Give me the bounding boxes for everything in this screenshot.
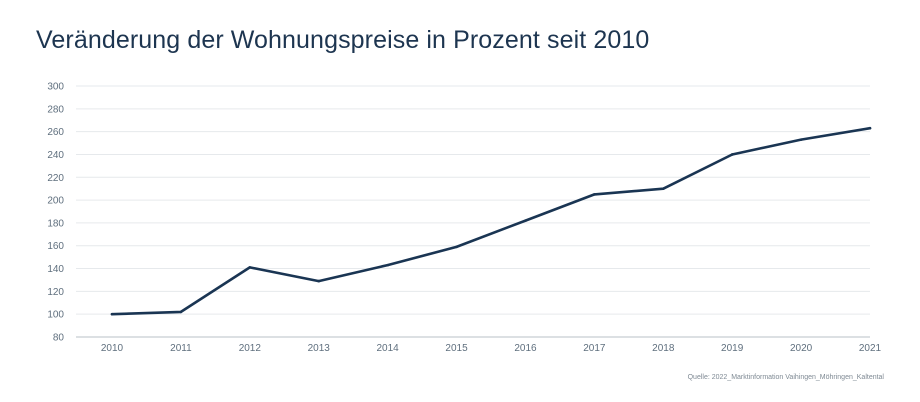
data-point xyxy=(455,245,458,249)
x-tick-label: 2021 xyxy=(859,343,882,354)
data-point xyxy=(868,126,872,130)
y-tick-label: 220 xyxy=(47,173,64,184)
x-tick-label: 2014 xyxy=(377,343,400,354)
y-tick-label: 80 xyxy=(53,333,65,344)
x-axis: 2010 2011 2012 2013 2014 2015 2016 2017 2018 2019… xyxy=(101,343,882,354)
x-tick-label: 2016 xyxy=(514,343,537,354)
x-tick-label: 2010 xyxy=(101,343,124,354)
data-point xyxy=(317,279,321,283)
data-point xyxy=(730,153,734,156)
y-tick-label: 180 xyxy=(47,218,64,229)
y-axis: 80 100 120 140 160 180 200 220 240 260 280 300 xyxy=(47,82,64,344)
data-point xyxy=(179,310,183,314)
y-tick-label: 280 xyxy=(47,104,64,115)
y-tick-label: 300 xyxy=(47,82,64,93)
x-tick-label: 2017 xyxy=(583,343,606,354)
x-tick-label: 2019 xyxy=(721,343,744,354)
data-point xyxy=(799,138,803,141)
y-tick-label: 140 xyxy=(47,264,64,275)
x-tick-label: 2020 xyxy=(790,343,813,354)
y-tick-label: 200 xyxy=(47,196,64,207)
x-tick-label: 2011 xyxy=(170,343,192,354)
data-point xyxy=(110,312,114,316)
chart-title: Veränderung der Wohnungspreise in Prozen… xyxy=(36,26,650,54)
grid-lines xyxy=(76,85,870,338)
y-tick-label: 260 xyxy=(47,127,64,138)
data-point xyxy=(524,219,527,222)
x-tick-label: 2018 xyxy=(652,343,675,354)
y-tick-label: 100 xyxy=(47,310,64,321)
x-tick-label: 2012 xyxy=(239,343,262,354)
x-tick-label: 2015 xyxy=(445,343,468,354)
y-tick-label: 160 xyxy=(47,241,64,252)
data-point xyxy=(593,193,596,196)
data-point xyxy=(661,187,665,190)
source-note: Quelle: 2022_Marktinformation Vaihingen_… xyxy=(687,374,884,381)
y-tick-label: 120 xyxy=(47,287,64,298)
x-tick-label: 2013 xyxy=(308,343,331,354)
series-line xyxy=(110,126,872,316)
data-point xyxy=(248,266,252,269)
data-point xyxy=(386,263,389,267)
y-tick-label: 240 xyxy=(47,150,64,161)
data-series xyxy=(110,126,872,316)
